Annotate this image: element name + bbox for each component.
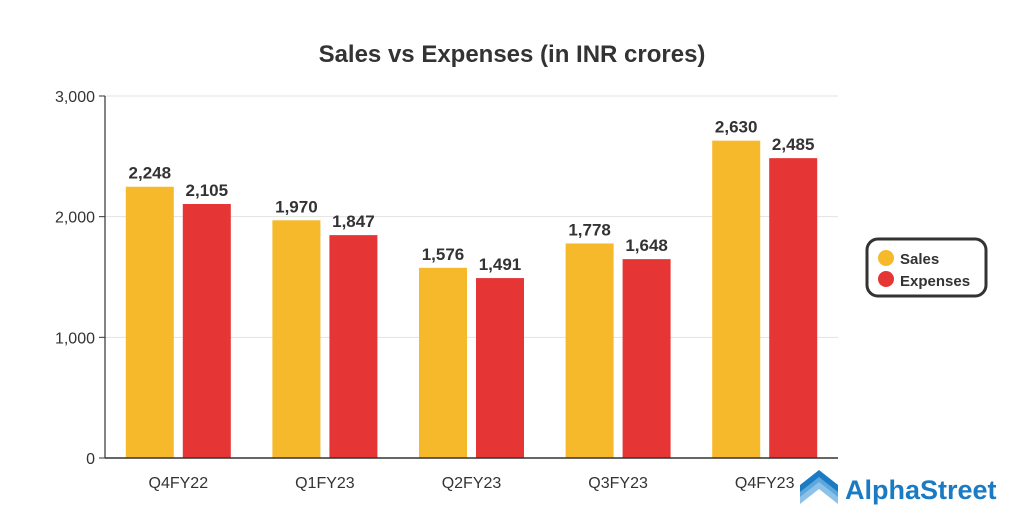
legend-label-sales: Sales: [900, 251, 939, 268]
bar-sales: [565, 243, 614, 458]
chart-title: Sales vs Expenses (in INR crores): [319, 41, 706, 68]
bar-expenses: [476, 278, 524, 458]
x-tick-label: Q3FY23: [588, 475, 648, 492]
bar-expenses: [182, 203, 231, 458]
x-tick-label: Q2FY23: [442, 475, 502, 492]
data-label-expenses: 1,491: [479, 255, 522, 274]
logo-chevron-icon: [800, 470, 838, 504]
legend-swatch-expenses: [878, 271, 894, 287]
data-label-expenses: 2,105: [186, 181, 229, 200]
y-tick-label: 1,000: [55, 330, 95, 347]
legend: Sales Expenses: [865, 237, 988, 298]
y-tick-label: 0: [86, 451, 95, 468]
bar-sales: [272, 220, 321, 458]
data-label-sales: 2,248: [129, 164, 172, 183]
x-tick-label: Q4FY23: [735, 475, 795, 492]
bar-sales: [419, 267, 467, 458]
x-tick-label: Q4FY22: [149, 475, 209, 492]
y-tick-label: 2,000: [55, 210, 95, 227]
legend-label-expenses: Expenses: [900, 273, 970, 290]
data-label-expenses: 2,485: [772, 135, 815, 154]
data-label-sales: 1,778: [568, 220, 611, 239]
data-label-expenses: 1,847: [332, 212, 375, 231]
bar-sales: [125, 186, 174, 458]
y-tick-label: 3,000: [55, 89, 95, 106]
x-tick-label: Q1FY23: [295, 475, 355, 492]
data-label-sales: 1,970: [275, 197, 318, 216]
legend-swatch-sales: [878, 250, 894, 266]
data-label-sales: 1,576: [422, 245, 465, 264]
bar-sales: [712, 140, 761, 458]
data-label-sales: 2,630: [715, 118, 758, 137]
logo-text: AlphaStreet: [845, 475, 997, 505]
data-label-expenses: 1,648: [625, 236, 668, 255]
bar-expenses: [769, 158, 818, 459]
alphastreet-logo: AlphaStreet: [800, 470, 997, 505]
bar-expenses: [622, 259, 671, 458]
bar-expenses: [329, 235, 378, 458]
